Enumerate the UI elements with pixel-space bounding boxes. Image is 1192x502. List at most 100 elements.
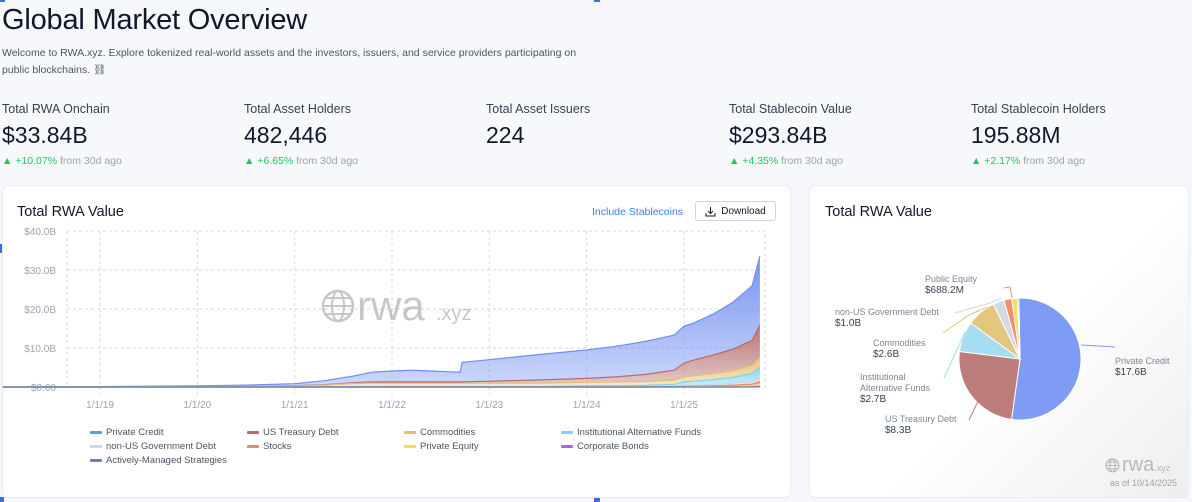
pie-data-label: non-US Government Debt $1.0B [835,307,939,329]
area-chart: $0.00 $10.0B $20.0B $30.0B $40.0B 1/1/19 1/1/2… [2,227,766,411]
legend-label: Private Equity [420,441,479,452]
legend-label: Institutional Alternative Funds [577,427,702,438]
globe-icon [1105,458,1120,473]
watermark-suffix: .xyz [1154,463,1171,473]
pie-label-name: Public Equity [925,274,978,284]
legend-item[interactable]: Actively-Managed Strategies [90,455,227,466]
x-tick-label: 1/1/24 [573,400,601,411]
x-tick-label: 1/1/21 [281,400,309,411]
pie-label-value: $2.7B [860,394,887,405]
legend-item[interactable]: US Treasury Debt [247,427,339,438]
legend-label: Private Credit [106,427,164,438]
pie-leader-line [968,394,982,421]
stat-delta: ▲ +6.65% [244,155,294,167]
pie-slice-corporate-bonds[interactable] [1016,297,1021,360]
legend-item[interactable]: Corporate Bonds [561,441,649,452]
legend-label: US Treasury Debt [263,427,339,438]
pie-label-value: $8.3B [885,425,912,436]
pie-label-name: Institutional Alternative Funds [860,372,931,393]
stat-label: Total RWA Onchain [2,102,110,116]
stat-label: Total Stablecoin Value [729,102,852,116]
legend-label: non-US Government Debt [106,441,216,452]
area-series-private-credit [2,256,760,387]
include-stablecoins-toggle[interactable]: Include Stablecoins [592,206,684,218]
stat-value: $293.84B [729,122,828,148]
stat-delta-row: ▲ +4.35% from 30d ago [729,155,959,167]
stat-delta-suffix: from 30d ago [781,155,844,167]
stat-card: Total RWA Onchain $33.84B ▲ +10.07% from… [2,102,232,167]
selection-marker [0,0,5,2]
watermark-suffix: .xyz [436,303,472,325]
pie-watermark: rwa .xyz [1105,454,1170,477]
legend-label: Commodities [420,427,476,438]
pie-slice-private-credit[interactable] [1011,297,1082,421]
pie-chart [942,286,1116,421]
page-intro: Welcome to RWA.xyz. Explore tokenized re… [2,47,577,76]
stat-value: 195.88M [971,122,1061,148]
stat-delta: ▲ +2.17% [971,155,1021,167]
watermark-text: rwa [1122,454,1155,476]
legend-item[interactable]: Commodities [404,427,475,438]
legend-swatch [90,445,102,448]
watermark-text: rwa [357,282,425,329]
legend-swatch [404,445,416,448]
selection-marker [594,497,600,502]
pie-leader-line [943,331,971,379]
legend-swatch [90,459,102,462]
pie-data-label: Commodities $2.6B [873,338,926,360]
area-line-private-credit [2,256,761,388]
pie-chart-title: Total RWA Value [825,204,932,220]
legend-swatch [561,431,573,434]
pie-label-value: $1.0B [835,318,862,329]
download-button[interactable]: Download [695,201,776,221]
pie-label-name: non-US Government Debt [835,307,940,317]
download-label: Download [721,205,766,217]
stat-label: Total Asset Issuers [486,102,591,116]
y-tick-label: $10.0B [24,344,56,355]
selection-marker [0,497,4,502]
chart-watermark: rwa .xyz [321,282,472,329]
stat-card: Total Asset Issuers 224 [486,102,716,155]
legend-item[interactable]: Institutional Alternative Funds [561,427,701,438]
legend-swatch [90,431,102,434]
pie-data-label: Public Equity $688.2M [925,274,977,296]
stat-card: Total Stablecoin Holders 195.88M ▲ +2.17… [971,102,1192,167]
y-tick-label: $0.00 [31,383,56,394]
pie-label-value: $17.6B [1115,367,1147,378]
as-of-date: as of 10/14/2025 [1110,478,1178,488]
stat-value: 482,446 [244,122,328,148]
legend-label: Actively-Managed Strategies [106,455,227,466]
y-tick-label: $20.0B [24,305,56,316]
area-chart-title: Total RWA Value [17,204,124,220]
stat-label: Total Asset Holders [244,102,351,116]
pie-slice-us-treasury-debt[interactable] [958,350,1021,420]
pie-label-name: Private Credit [1115,356,1170,366]
x-tick-label: 1/1/20 [183,400,211,411]
pie-label-value: $688.2M [925,285,964,296]
legend-item[interactable]: non-US Government Debt [90,441,216,452]
y-tick-label: $40.0B [24,227,56,238]
pie-data-label: Private Credit $17.6B [1115,356,1170,378]
x-tick-label: 1/1/25 [670,400,698,411]
stat-delta-suffix: from 30d ago [296,155,359,167]
stat-value: 224 [486,122,525,148]
stat-delta-row: ▲ +10.07% from 30d ago [2,155,232,167]
x-tick-label: 1/1/22 [378,400,406,411]
legend-swatch [247,445,259,448]
download-icon [705,206,716,216]
x-tick-label: 1/1/19 [86,400,114,411]
x-tick-label: 1/1/23 [475,400,503,411]
pie-leader-line [1080,344,1116,348]
legend-item[interactable]: Private Equity [404,441,479,452]
legend-item[interactable]: Stocks [247,441,292,452]
stat-delta: ▲ +10.07% [2,155,58,167]
stat-delta-row: ▲ +6.65% from 30d ago [244,155,474,167]
pie-label-name: Commodities [873,338,926,348]
pie-label-value: $2.6B [873,349,900,360]
globe-icon [321,289,355,323]
legend-swatch [247,431,259,434]
stat-delta-row: ▲ +2.17% from 30d ago [971,155,1192,167]
legend-item[interactable]: Private Credit [90,427,164,438]
pie-leader-line [942,306,988,334]
area-line-commodities [2,356,761,388]
